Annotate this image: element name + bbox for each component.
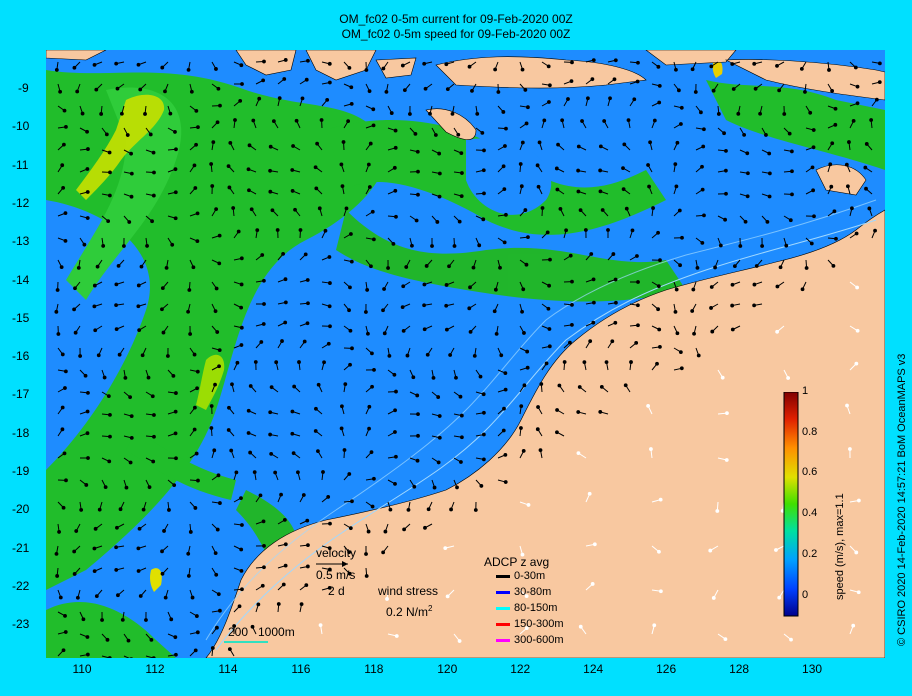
- x-tick-label: 116: [291, 662, 311, 676]
- x-tick-label: 114: [218, 662, 238, 676]
- x-tick-label: 124: [583, 662, 604, 676]
- velocity-time: 2 d: [328, 584, 345, 598]
- x-tick-label: 130: [802, 662, 823, 676]
- adcp-legend-item: 0-30m: [496, 570, 545, 582]
- adcp-swatch: [496, 574, 510, 578]
- adcp-legend-title: ADCP z avg: [484, 555, 550, 569]
- northern-islands: [46, 50, 885, 196]
- adcp-swatch: [496, 606, 510, 610]
- adcp-label: 0-30m: [514, 570, 546, 582]
- australia-landmass: [205, 209, 885, 658]
- colorbar-tick-label: 0.8: [802, 425, 818, 438]
- colorbar-tick-label: 0.4: [802, 507, 818, 520]
- adcp-swatch: [496, 638, 510, 642]
- y-tick-label: -18: [12, 425, 30, 440]
- map-title: OM_fc02 0-5m current for 09-Feb-2020 00Z: [339, 12, 573, 26]
- adcp-label: 300-600m: [514, 634, 564, 646]
- y-tick-label: -9: [18, 81, 29, 95]
- map-subtitle: OM_fc02 0-5m speed for 09-Feb-2020 00Z: [341, 27, 571, 41]
- colorbar-tick-label: 1: [802, 385, 809, 397]
- wind-stress-scale: 0.2 N/m2: [386, 604, 433, 619]
- y-tick-label: -23: [12, 617, 30, 632]
- bathymetry-contours: [205, 199, 877, 651]
- y-tick-label: -14: [12, 272, 30, 287]
- x-tick-label: 122: [510, 662, 531, 676]
- adcp-legend-item: 300-600m: [496, 634, 564, 646]
- colorbar-title: speed (m/s), max=1.1: [834, 493, 846, 600]
- colorbar-tick-label: 0.6: [802, 466, 818, 479]
- adcp-label: 80-150m: [514, 602, 558, 614]
- velocity-legend-label: velocity: [316, 546, 357, 560]
- y-tick-label: -13: [12, 234, 30, 249]
- colorbar-tick-label: 0.2: [802, 547, 818, 560]
- adcp-swatch: [496, 622, 510, 626]
- colorbar: [783, 392, 799, 617]
- y-tick-label: -21: [12, 540, 30, 555]
- adcp-label: 150-300m: [514, 618, 564, 630]
- x-tick-label: 112: [145, 662, 165, 676]
- x-tick-label: 126: [656, 662, 677, 676]
- wind-stress-label: wind stress: [378, 584, 439, 598]
- velocity-legend: [316, 561, 348, 567]
- colorbar-tick-label: 0: [802, 588, 809, 601]
- x-tick-label: 128: [729, 662, 750, 676]
- current-arrows: [54, 58, 882, 658]
- map-plot: [46, 50, 885, 658]
- y-tick-label: -20: [12, 502, 30, 517]
- jet-highlights: [76, 59, 723, 592]
- adcp-swatch: [496, 590, 510, 594]
- y-tick-label: -17: [12, 387, 30, 402]
- depth-label-1000: 1000m: [258, 625, 295, 639]
- y-tick-label: -22: [12, 578, 30, 593]
- y-tick-label: -15: [12, 310, 30, 325]
- y-tick-label: -19: [12, 464, 30, 478]
- y-tick-label: -10: [12, 119, 30, 134]
- velocity-scale: 0.5 m/s: [316, 568, 356, 582]
- y-tick-label: -11: [12, 157, 29, 172]
- adcp-label: 30-80m: [514, 586, 552, 598]
- adcp-legend-item: 150-300m: [496, 618, 564, 630]
- y-tick-label: -16: [12, 349, 30, 364]
- x-tick-label: 120: [437, 662, 458, 676]
- depth-label-200: 200: [228, 625, 249, 639]
- x-tick-label: 110: [72, 662, 92, 676]
- y-tick-label: -12: [12, 195, 30, 210]
- credit-text: © CSIRO 2020 14-Feb-2020 14:57:21 BoM Oc…: [896, 353, 908, 646]
- x-tick-label: 118: [364, 662, 384, 676]
- adcp-legend-item: 30-80m: [496, 586, 551, 598]
- adcp-legend-item: 80-150m: [496, 602, 557, 614]
